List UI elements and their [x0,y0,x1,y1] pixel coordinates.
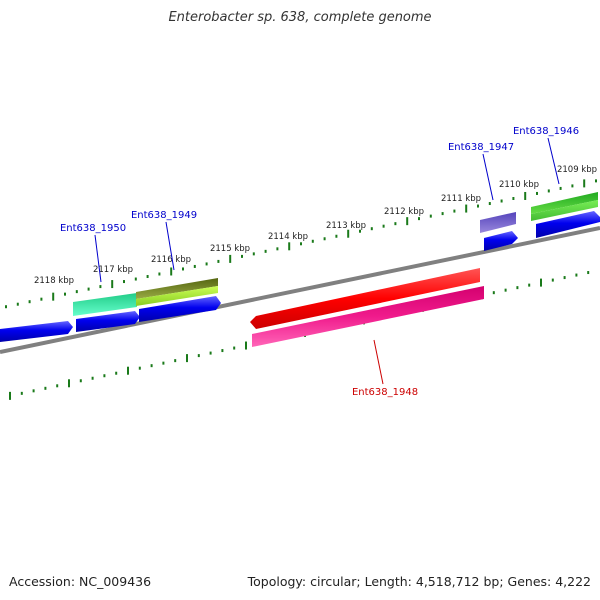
gene-labels: Ent638_1946 Ent638_1947 Ent638_1948 Ent638_… [60,126,579,398]
gene-label[interactable]: Ent638_1948 [352,387,418,398]
gene-callout-line [94,234,102,283]
ruler-label: 2116 kbp [151,255,191,265]
ruler-label: 2111 kbp [441,194,481,204]
gene-callout-line [482,153,494,201]
gene-1949-bar[interactable] [136,278,218,299]
gene-label[interactable]: Ent638_1950 [60,223,126,234]
gene-callout-line [547,137,560,185]
ruler-label: 2114 kbp [268,232,308,242]
gene-1950-bar[interactable] [73,293,137,316]
cds-forward-1[interactable] [0,321,73,342]
accession-text: Accession: NC_009436 [9,574,152,589]
gene-label[interactable]: Ent638_1946 [513,126,579,137]
gene-1948-misc-bar[interactable] [252,286,484,347]
cds-forward-5[interactable] [536,211,600,238]
cds-forward-3[interactable] [139,296,221,322]
ruler-label: 2110 kbp [499,180,539,190]
gene-callout-line [165,221,175,271]
ruler-label: 2115 kbp [210,244,250,254]
gene-label[interactable]: Ent638_1947 [448,142,514,153]
genome-summary-text: Topology: circular; Length: 4,518,712 bp… [247,574,591,589]
gene-1946-misc-bar[interactable] [531,200,598,221]
gene-callout-line [373,339,384,385]
gene-1947-bar[interactable] [480,212,516,233]
genome-backbone [0,226,600,354]
ruler-ticks-outer [5,179,597,309]
cds-forward-2[interactable] [76,311,140,332]
ruler-label: 2109 kbp [557,165,597,175]
ruler-label: 2118 kbp [34,276,74,286]
gene-label[interactable]: Ent638_1949 [131,210,197,221]
cds-forward-4[interactable] [484,231,518,251]
ruler-labels: 2109 kbp 2110 kbp 2111 kbp 2112 kbp 2113 kbp… [34,165,597,286]
gene-1949-misc-bar[interactable] [136,286,218,306]
ruler-label: 2112 kbp [384,207,424,217]
gene-1946-bar[interactable] [531,192,598,214]
ruler-label: 2113 kbp [326,221,366,231]
ruler-label: 2117 kbp [93,265,133,275]
cds-reverse-1948[interactable] [250,268,480,329]
genome-title: Enterobacter sp. 638, complete genome [168,10,432,25]
